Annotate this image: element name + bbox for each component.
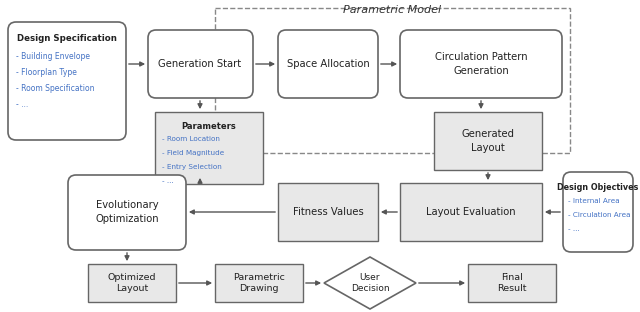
Text: User
Decision: User Decision [351,273,389,293]
Text: Parameters: Parameters [182,122,236,131]
Bar [278,183,378,241]
Text: - Floorplan Type: - Floorplan Type [16,68,77,77]
Text: - Room Location: - Room Location [162,136,220,142]
Text: Design Objectives: Design Objectives [557,183,639,192]
Bar [155,112,263,184]
Bar [468,264,556,302]
FancyBboxPatch shape [563,172,633,252]
Text: Design Specification: Design Specification [17,34,117,43]
Text: Parametric Model: Parametric Model [343,5,441,15]
Bar [215,8,570,153]
Polygon shape [324,257,416,309]
Bar [88,264,176,302]
Text: Fitness Values: Fitness Values [292,207,364,217]
Text: Evolutionary
Optimization: Evolutionary Optimization [95,200,159,224]
Text: Parametric
Drawing: Parametric Drawing [233,273,285,293]
FancyBboxPatch shape [278,30,378,98]
FancyBboxPatch shape [148,30,253,98]
Text: - ...: - ... [568,226,580,232]
Text: - Internal Area: - Internal Area [568,198,620,204]
Text: - Circulation Area: - Circulation Area [568,212,630,218]
Bar [215,264,303,302]
Text: Layout Evaluation: Layout Evaluation [426,207,516,217]
Text: Final
Result: Final Result [497,273,527,293]
Bar [400,183,542,241]
Text: Generation Start: Generation Start [159,59,241,69]
FancyBboxPatch shape [8,22,126,140]
Text: - Building Envelope: - Building Envelope [16,52,90,61]
FancyBboxPatch shape [400,30,562,98]
Text: - ...: - ... [16,100,28,109]
Bar [434,112,542,170]
Text: Generated
Layout: Generated Layout [461,129,515,153]
Text: Optimized
Layout: Optimized Layout [108,273,156,293]
Text: - ...: - ... [162,178,173,184]
Text: Space Allocation: Space Allocation [287,59,369,69]
Text: - Room Specification: - Room Specification [16,84,95,93]
Text: Circulation Pattern
Generation: Circulation Pattern Generation [435,52,527,76]
FancyBboxPatch shape [68,175,186,250]
Text: - Field Magnitude: - Field Magnitude [162,150,224,156]
Text: - Entry Selection: - Entry Selection [162,164,221,170]
